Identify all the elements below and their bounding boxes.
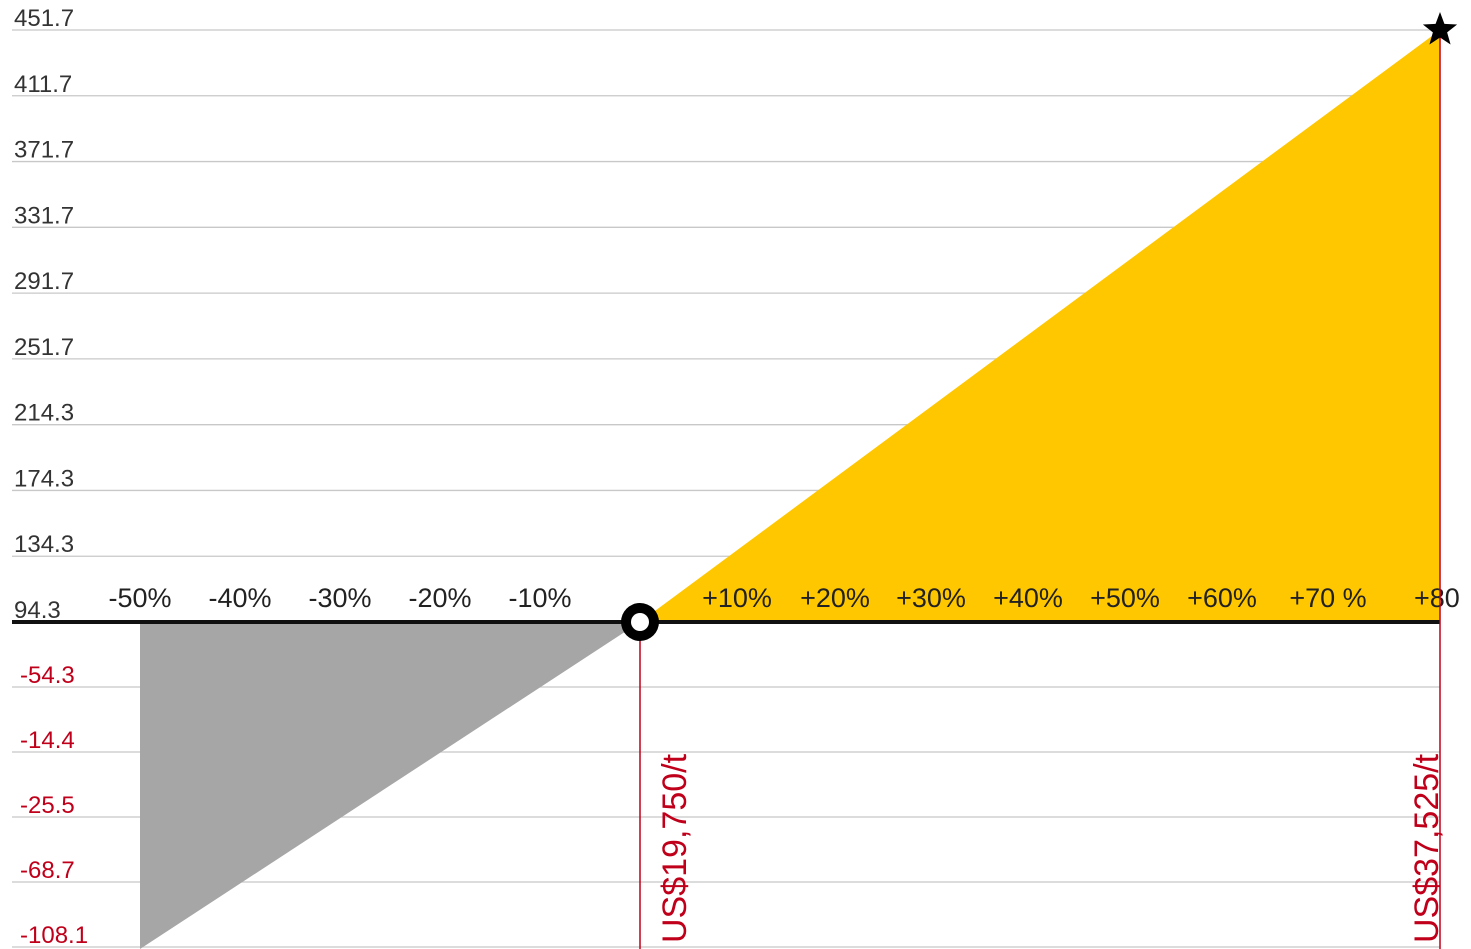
x-tick-label: +80 [1414, 583, 1460, 613]
y-tick-label: 134.3 [14, 531, 74, 558]
max-price-label: US$37,525/t [1408, 753, 1446, 943]
x-tick-label: +30% [896, 583, 966, 613]
x-tick-label: +70 % [1289, 583, 1366, 613]
y-tick-label: 94.3 [14, 597, 61, 624]
y-axis-labels: 451.7 411.7 371.7 331.7 291.7 251.7 214.3 174.3… [14, 5, 88, 949]
x-tick-label: -40% [208, 583, 271, 613]
y-tick-label: 411.7 [14, 71, 72, 98]
break-even-circle-icon [621, 603, 659, 641]
x-tick-label: -50% [108, 583, 171, 613]
x-axis-labels: -50% -40% -30% -20% -10% +10% +20% +30% +40% +50%… [108, 583, 1459, 613]
y-tick-label: 174.3 [14, 465, 74, 492]
break-even-price-label: US$19,750/t [656, 753, 694, 943]
star-icon [1422, 12, 1458, 45]
gain-area [640, 30, 1440, 622]
y-tick-label-negative: -14.4 [20, 727, 75, 754]
x-tick-label: +60% [1187, 583, 1257, 613]
x-tick-label: -10% [508, 583, 571, 613]
loss-area [140, 622, 640, 949]
y-tick-label: 291.7 [14, 268, 74, 295]
y-tick-label-negative: -108.1 [20, 922, 88, 949]
y-tick-label-negative: -25.5 [20, 792, 75, 819]
x-tick-label: +50% [1090, 583, 1160, 613]
y-tick-label-negative: -54.3 [20, 662, 75, 689]
x-tick-label: +40% [993, 583, 1063, 613]
y-tick-label: 371.7 [14, 137, 74, 164]
y-tick-label: 251.7 [14, 334, 74, 361]
x-tick-label: -30% [308, 583, 371, 613]
y-tick-label: 451.7 [14, 5, 74, 32]
y-tick-label: 214.3 [14, 400, 74, 427]
x-tick-label: +20% [800, 583, 870, 613]
x-tick-label: -20% [408, 583, 471, 613]
y-tick-label: 331.7 [14, 202, 74, 229]
x-tick-label: +10% [702, 583, 772, 613]
y-tick-label-negative: -68.7 [20, 857, 75, 884]
